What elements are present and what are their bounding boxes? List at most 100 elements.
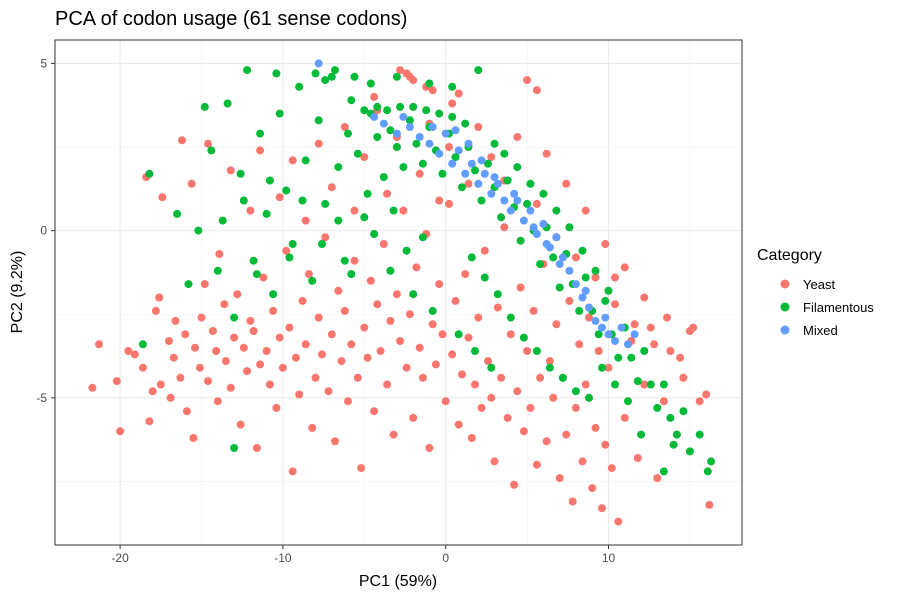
point-yeast [425, 444, 434, 452]
point-yeast [581, 380, 590, 389]
point-filamentous [653, 403, 662, 412]
point-mixed [617, 323, 626, 332]
point-yeast [519, 427, 528, 436]
point-filamentous [666, 413, 675, 422]
point-filamentous [200, 102, 209, 111]
point-mixed [435, 149, 444, 158]
point-filamentous [624, 397, 632, 406]
point-yeast [614, 517, 623, 526]
point-filamentous [526, 179, 535, 188]
point-filamentous [386, 266, 395, 275]
point-yeast [327, 330, 336, 339]
point-yeast [288, 467, 297, 476]
point-filamentous [493, 290, 502, 299]
point-yeast [337, 357, 346, 366]
point-yeast [464, 333, 473, 342]
point-yeast [630, 320, 639, 329]
point-filamentous [360, 106, 369, 115]
plot-panel [54, 39, 743, 546]
point-mixed [405, 123, 414, 131]
point-mixed [529, 223, 538, 232]
point-yeast [138, 363, 147, 372]
point-yeast [182, 407, 191, 416]
point-mixed [370, 112, 379, 121]
point-filamentous [474, 66, 483, 75]
point-filamentous [571, 387, 580, 396]
point-mixed [558, 253, 567, 262]
point-yeast [679, 373, 688, 382]
point-yeast [412, 263, 421, 272]
point-yeast [532, 199, 541, 208]
point-yeast [88, 383, 97, 392]
point-yeast [415, 169, 424, 178]
point-mixed [578, 293, 587, 302]
point-yeast [451, 296, 460, 305]
point-filamentous [184, 280, 193, 289]
point-yeast [124, 347, 133, 355]
point-yeast [484, 357, 492, 366]
point-filamentous [637, 430, 646, 439]
point-filamentous [428, 306, 437, 315]
point-filamentous [585, 393, 593, 402]
point-mixed [598, 323, 606, 332]
point-yeast [542, 437, 551, 446]
point-yeast [513, 387, 522, 396]
point-yeast [620, 263, 629, 272]
point-yeast [278, 363, 287, 372]
point-yeast [480, 246, 489, 255]
point-yeast [405, 310, 414, 319]
point-yeast [305, 270, 313, 279]
point-filamentous [402, 246, 411, 255]
point-filamentous [383, 106, 392, 115]
point-yeast [490, 457, 499, 466]
point-yeast [454, 420, 463, 429]
point-filamentous [265, 176, 274, 185]
point-yeast [663, 313, 672, 322]
point-yeast [591, 273, 600, 282]
point-yeast [497, 373, 506, 382]
point-filamentous [598, 363, 606, 372]
point-yeast [145, 417, 154, 426]
point-filamentous [695, 430, 704, 439]
point-yeast [340, 306, 349, 315]
point-filamentous [497, 213, 506, 222]
point-mixed [425, 139, 434, 148]
point-yeast [581, 206, 590, 215]
legend-swatch-yeast [780, 279, 790, 289]
point-filamentous [503, 176, 512, 185]
point-filamentous [500, 149, 509, 158]
point-filamentous [418, 159, 427, 168]
point-filamentous [418, 233, 427, 242]
point-mixed [500, 196, 509, 205]
point-yeast [601, 440, 610, 449]
point-yeast [191, 343, 199, 352]
y-axis-ticks: -5 0 5 [36, 56, 55, 405]
point-filamentous [594, 330, 603, 339]
point-mixed [539, 219, 548, 228]
point-filamentous [545, 363, 554, 372]
point-yeast [246, 316, 255, 325]
point-filamentous [575, 306, 584, 315]
data-points [88, 59, 716, 526]
point-yeast [389, 430, 398, 439]
point-yeast [640, 293, 649, 302]
point-yeast [340, 123, 349, 131]
point-filamentous [448, 112, 457, 121]
point-yeast [275, 333, 284, 342]
point-yeast [532, 86, 541, 95]
point-yeast [477, 403, 486, 412]
point-mixed [480, 169, 489, 178]
point-filamentous [331, 66, 339, 75]
point-yeast [347, 340, 356, 349]
point-yeast [542, 149, 551, 158]
point-filamentous [555, 283, 564, 292]
point-yeast [314, 139, 323, 148]
point-yeast [454, 89, 463, 98]
point-filamentous [285, 253, 294, 262]
point-yeast [435, 196, 444, 205]
point-filamentous [282, 186, 291, 195]
point-yeast [212, 347, 221, 355]
point-yeast [487, 153, 496, 162]
point-yeast [197, 313, 206, 322]
point-yeast [215, 250, 224, 258]
